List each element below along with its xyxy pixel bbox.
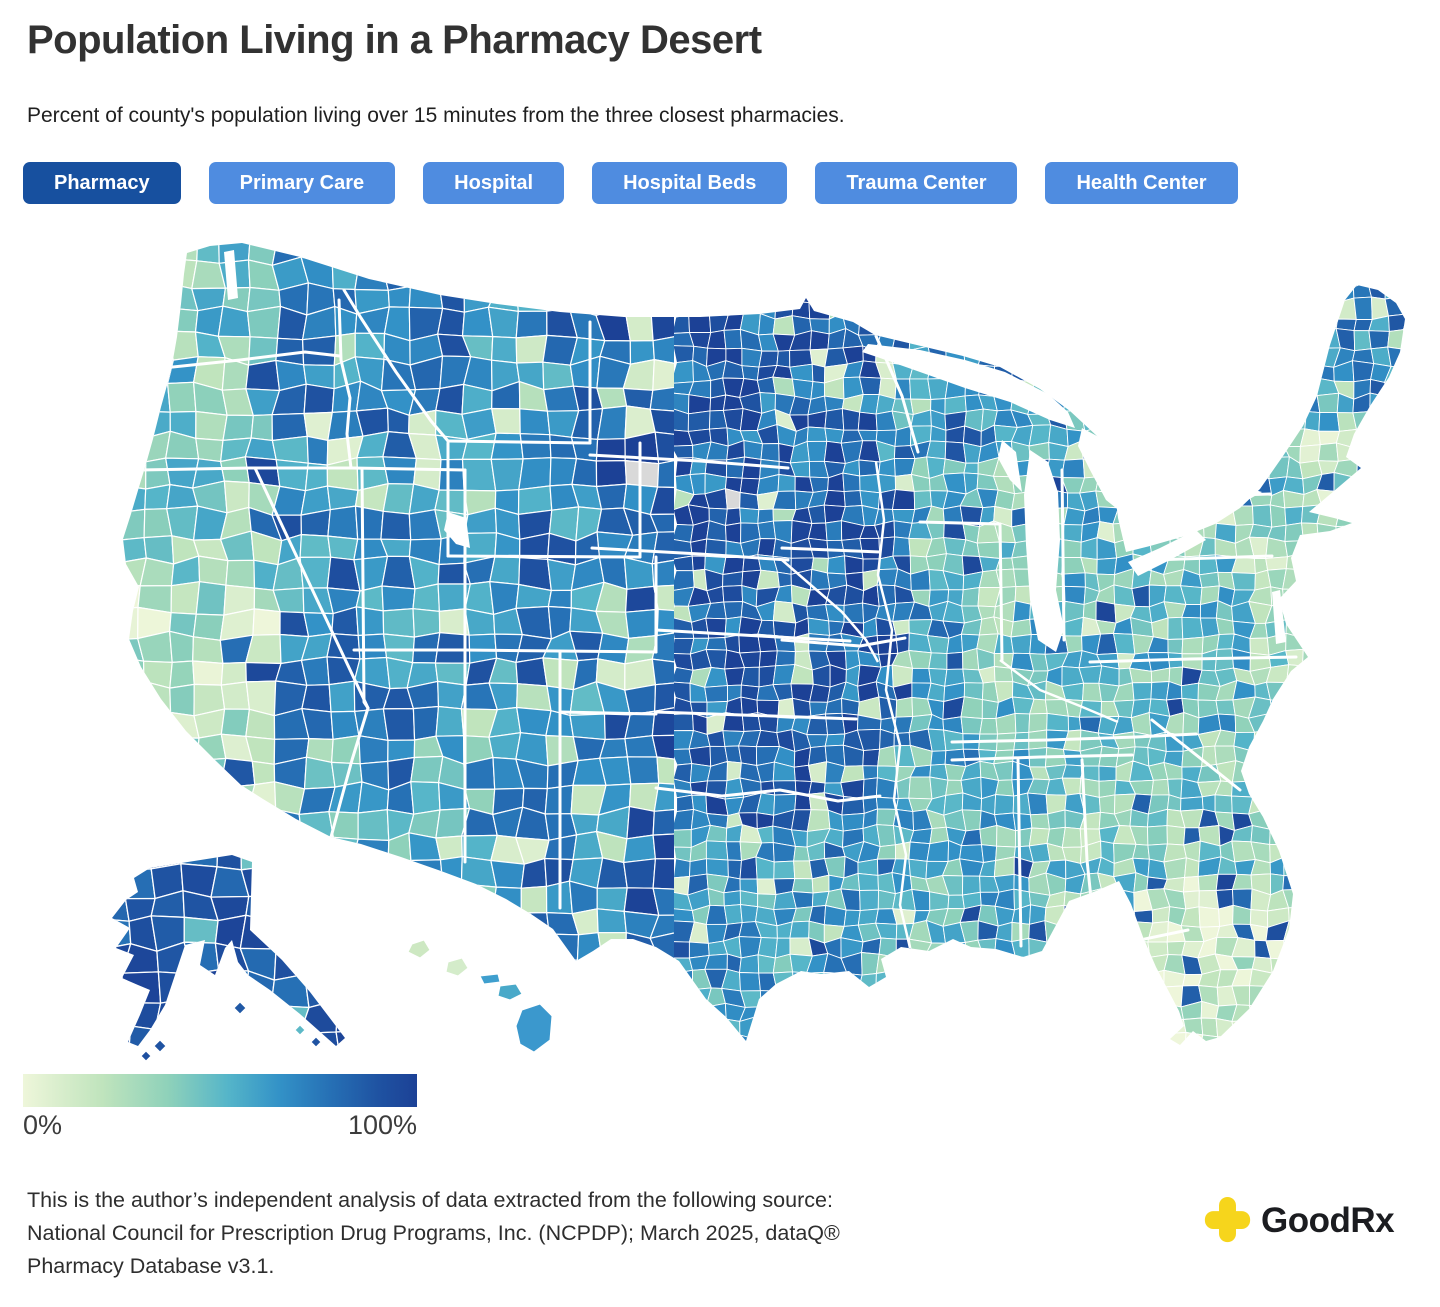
great-lakes-layer xyxy=(224,250,1286,652)
source-line-2: National Council for Prescription Drug P… xyxy=(27,1221,840,1245)
source-note: This is the author’s independent analysi… xyxy=(27,1184,1147,1283)
legend-min-label: 0% xyxy=(23,1110,63,1140)
tab-health-center[interactable]: Health Center xyxy=(1045,162,1238,204)
counties-layer-hawaii[interactable] xyxy=(407,939,553,1053)
alaska-islands[interactable] xyxy=(140,1001,322,1062)
state-borders-layer xyxy=(138,288,1298,951)
source-line-3: Pharmacy Database v3.1. xyxy=(27,1254,275,1278)
goodrx-logo: GoodRx xyxy=(1203,1196,1395,1245)
page-subtitle: Percent of county's population living ov… xyxy=(27,104,845,127)
source-line-1: This is the author’s independent analysi… xyxy=(27,1188,833,1212)
legend: 0% 100% xyxy=(23,1074,417,1141)
tab-trauma-center[interactable]: Trauma Center xyxy=(815,162,1018,204)
tab-hospital-beds[interactable]: Hospital Beds xyxy=(592,162,788,204)
layer-tabs: Pharmacy Primary Care Hospital Hospital Bed… xyxy=(23,162,1238,204)
tab-pharmacy[interactable]: Pharmacy xyxy=(23,162,181,204)
legend-max-label: 100% xyxy=(347,1110,417,1140)
legend-gradient-bar xyxy=(23,1074,417,1107)
goodrx-wordmark: GoodRx xyxy=(1261,1200,1395,1240)
page-title: Population Living in a Pharmacy Desert xyxy=(27,18,762,62)
goodrx-cross-icon xyxy=(1204,1196,1251,1243)
tab-primary-care[interactable]: Primary Care xyxy=(208,162,396,204)
tab-hospital[interactable]: Hospital xyxy=(423,162,565,204)
